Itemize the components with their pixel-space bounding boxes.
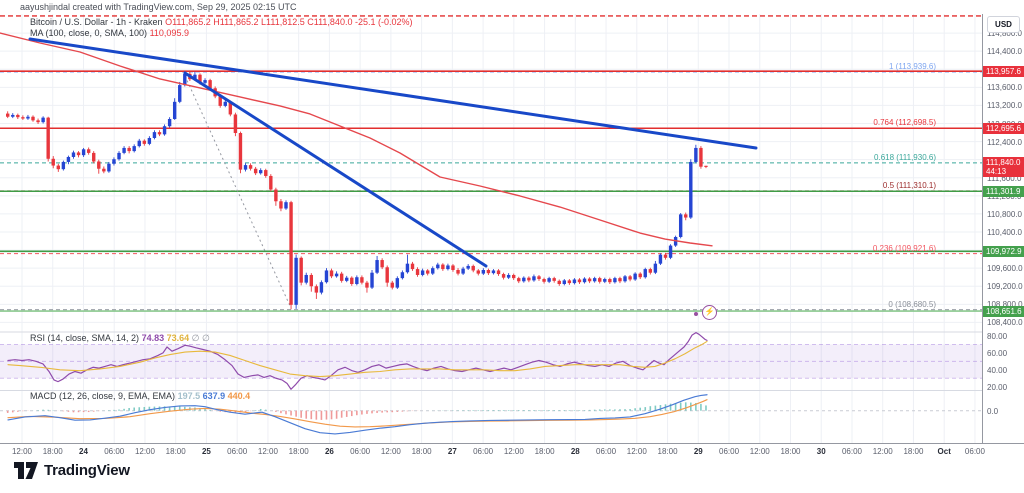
trendlines [28, 37, 758, 268]
time-axis-label: 27 [447, 447, 457, 456]
annotation-dot [694, 312, 698, 316]
time-axis-label: 06:00 [596, 447, 617, 456]
price-axis-label: 113,200.0 [987, 101, 1022, 111]
price-axis-label: 110,800.0 [987, 209, 1022, 219]
time-axis-label: 18:00 [657, 447, 678, 456]
time-axis-label: 12:00 [380, 447, 401, 456]
time-axis-label: 30 [816, 447, 826, 456]
rsi-sma-value: 73.64 [166, 333, 190, 343]
rsi-axis-label: 60.00 [987, 348, 1008, 358]
time-axis[interactable]: 12:00 18:00 24 06:00 12:00 18:00 25 06:00 12:00 1… [0, 443, 1024, 460]
macd-signal-line [7, 399, 708, 428]
gridlines [0, 14, 982, 443]
time-axis-label: 12:00 [749, 447, 770, 456]
time-axis-label: 28 [570, 447, 580, 456]
macd-line [7, 394, 708, 435]
time-axis-label: 29 [693, 447, 703, 456]
price-axis-label: 112,400.0 [987, 137, 1022, 147]
tradingview-brand-text[interactable]: TradingView [44, 462, 130, 479]
rsi-label: RSI (14, close, SMA, 14, 2) [30, 333, 140, 343]
time-axis-label: 18:00 [42, 447, 63, 456]
time-axis-label: 26 [324, 447, 334, 456]
rsi-axis-label: 80.00 [987, 332, 1008, 341]
macd-signal-value: 440.4 [227, 391, 251, 401]
macd-label: MACD (12, 26, close, 9, EMA, EMA) [30, 391, 176, 401]
time-axis-label: 12:00 [257, 447, 278, 456]
rsi-axis-label: 20.00 [987, 382, 1008, 392]
time-axis-label: 24 [79, 447, 88, 456]
time-axis-label: 12:00 [11, 447, 33, 456]
price-axis-label: 111,600.0 [987, 173, 1022, 183]
rsi-sma-line [7, 340, 708, 378]
attribution-text: aayushjindal created with TradingView.co… [20, 2, 297, 12]
price-axis[interactable]: USD 114,800.0114,400.0114,000.0113,600.0… [982, 14, 1024, 443]
time-axis-label: Oct [937, 447, 951, 456]
price-level-badge: 112,695.6 [983, 122, 1024, 134]
ma-value: 110,095.9 [149, 28, 189, 38]
price-axis-label: 110,400.0 [987, 228, 1022, 238]
time-axis-label: 06:00 [227, 447, 248, 456]
rsi-value: 74.83 [141, 333, 165, 343]
rsi-line [7, 332, 708, 390]
time-axis-label: 06:00 [719, 447, 740, 456]
macd-axis-label: 0.0 [987, 406, 999, 416]
ma-label: MA (100, close, 0, SMA, 100) [30, 28, 148, 38]
time-axis-label: 18:00 [903, 447, 924, 456]
current-price-badge: 111,840.0 44:13 [983, 156, 1024, 177]
time-axis-label: 06:00 [964, 447, 985, 456]
level-lines [0, 15, 982, 312]
price-level-badge: 108,651.6 [983, 305, 1024, 317]
time-axis-label: 18:00 [534, 447, 555, 456]
rsi-band [0, 343, 982, 412]
time-axis-label: 18:00 [780, 447, 801, 456]
tradingview-logo-icon[interactable] [14, 462, 38, 479]
rsi-legend: RSI (14, close, SMA, 14, 2) 74.83 73.64 … [30, 333, 210, 344]
price-axis-label: 108,800.0 [987, 300, 1023, 309]
time-axis-label: 12:00 [626, 447, 647, 456]
time-axis-label: 12:00 [503, 447, 524, 456]
time-axis-label: 18:00 [288, 447, 309, 456]
time-axis-label: 25 [201, 447, 211, 456]
time-axis-label: 06:00 [473, 447, 494, 456]
rsi-extra: ∅ ∅ [191, 333, 210, 343]
candles-layer [6, 71, 708, 310]
macd-line-value: 637.9 [202, 391, 226, 401]
currency-button[interactable]: USD [987, 16, 1020, 33]
macd-legend: MACD (12, 26, close, 9, EMA, EMA) 197.5 … [30, 391, 250, 401]
chart-plot[interactable] [0, 14, 982, 443]
chart-area[interactable]: Bitcoin / U.S. Dollar - 1h - Kraken O111… [0, 14, 982, 443]
time-axis-label: 12:00 [134, 447, 155, 456]
time-axis-label: 06:00 [104, 447, 125, 456]
price-level-badge: 111,301.9 [983, 185, 1024, 197]
footer: TradingView [14, 462, 130, 479]
price-axis-label: 109,200.0 [987, 282, 1023, 292]
price-axis-label: 114,400.0 [987, 47, 1022, 57]
panel-separators [0, 331, 982, 391]
ma-100-line [0, 32, 713, 247]
time-axis-label: 18:00 [165, 447, 186, 456]
time-axis-label: 06:00 [350, 447, 371, 456]
time-axis-label: 12:00 [872, 447, 893, 456]
lightning-icon[interactable]: ⚡ [702, 305, 717, 320]
macd-hist-value: 197.5 [177, 391, 201, 401]
price-axis-label: 109,600.0 [987, 264, 1023, 274]
time-axis-label: 06:00 [841, 447, 862, 456]
price-level-badge: 109,972.9 [983, 245, 1024, 257]
price-level-badge: 113,957.6 [983, 65, 1024, 77]
ma-legend: MA (100, close, 0, SMA, 100) 110,095.9 [30, 28, 189, 38]
time-axis-label: 18:00 [411, 447, 432, 456]
price-axis-label: 114,800.0 [987, 29, 1022, 39]
rsi-axis-label: 40.00 [987, 365, 1008, 375]
price-axis-label: 108,400.0 [987, 318, 1023, 328]
price-axis-label: 113,600.0 [987, 83, 1022, 93]
